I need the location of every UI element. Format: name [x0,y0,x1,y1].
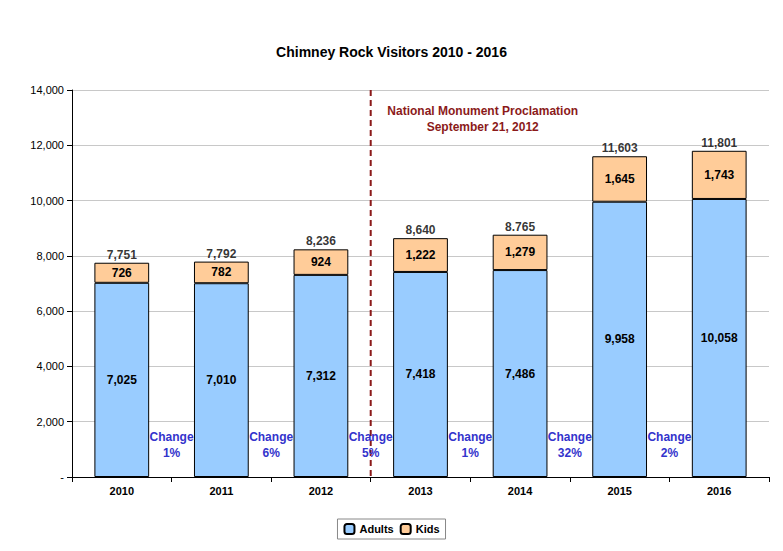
svg-text:Change: Change [150,430,194,444]
svg-text:1,645: 1,645 [605,172,635,186]
svg-text:8,640: 8,640 [405,223,435,237]
svg-text:-: - [60,471,64,483]
svg-text:2%: 2% [661,446,679,460]
svg-text:1%: 1% [462,446,480,460]
svg-text:7,486: 7,486 [505,367,535,381]
svg-text:2,000: 2,000 [36,416,64,428]
svg-text:Chimney Rock Visitors 2010 - 2: Chimney Rock Visitors 2010 - 2016 [276,44,507,60]
svg-text:14,000: 14,000 [30,84,64,96]
svg-text:6,000: 6,000 [36,305,64,317]
svg-text:4,000: 4,000 [36,360,64,372]
svg-text:Change: Change [349,430,393,444]
svg-text:2012: 2012 [309,485,333,497]
svg-text:2014: 2014 [508,485,533,497]
svg-text:7,010: 7,010 [206,373,236,387]
svg-text:1,279: 1,279 [505,245,535,259]
svg-text:5%: 5% [362,446,380,460]
svg-text:1,743: 1,743 [704,168,734,182]
svg-text:2011: 2011 [209,485,233,497]
svg-text:9,958: 9,958 [605,332,635,346]
svg-text:Adults: Adults [359,523,393,535]
svg-text:National Monument Proclamation: National Monument Proclamation [387,104,578,118]
svg-text:2010: 2010 [110,485,134,497]
svg-text:10,058: 10,058 [701,331,738,345]
svg-text:8,236: 8,236 [306,234,336,248]
svg-text:8,000: 8,000 [36,250,64,262]
svg-text:12,000: 12,000 [30,139,64,151]
svg-text:Change: Change [448,430,492,444]
svg-text:Kids: Kids [416,523,440,535]
svg-text:8.765: 8.765 [505,220,535,234]
svg-text:7,751: 7,751 [107,248,137,262]
svg-text:32%: 32% [558,446,582,460]
svg-text:7,025: 7,025 [107,373,137,387]
svg-text:11,603: 11,603 [602,141,638,155]
svg-text:726: 726 [112,266,132,280]
svg-text:1,222: 1,222 [405,248,435,262]
svg-text:10,000: 10,000 [30,195,64,207]
svg-text:September 21, 2012: September 21, 2012 [427,120,539,134]
svg-text:11,801: 11,801 [701,136,737,150]
svg-text:924: 924 [311,255,331,269]
svg-text:6%: 6% [262,446,280,460]
svg-text:7,312: 7,312 [306,369,336,383]
svg-text:Change: Change [647,430,691,444]
svg-text:2013: 2013 [408,485,432,497]
svg-text:Change: Change [249,430,293,444]
svg-text:782: 782 [211,265,231,279]
svg-text:2015: 2015 [607,485,631,497]
svg-text:7,418: 7,418 [405,367,435,381]
svg-text:1%: 1% [163,446,181,460]
svg-text:Change: Change [548,430,592,444]
svg-text:2016: 2016 [707,485,731,497]
svg-text:7,792: 7,792 [206,247,236,261]
